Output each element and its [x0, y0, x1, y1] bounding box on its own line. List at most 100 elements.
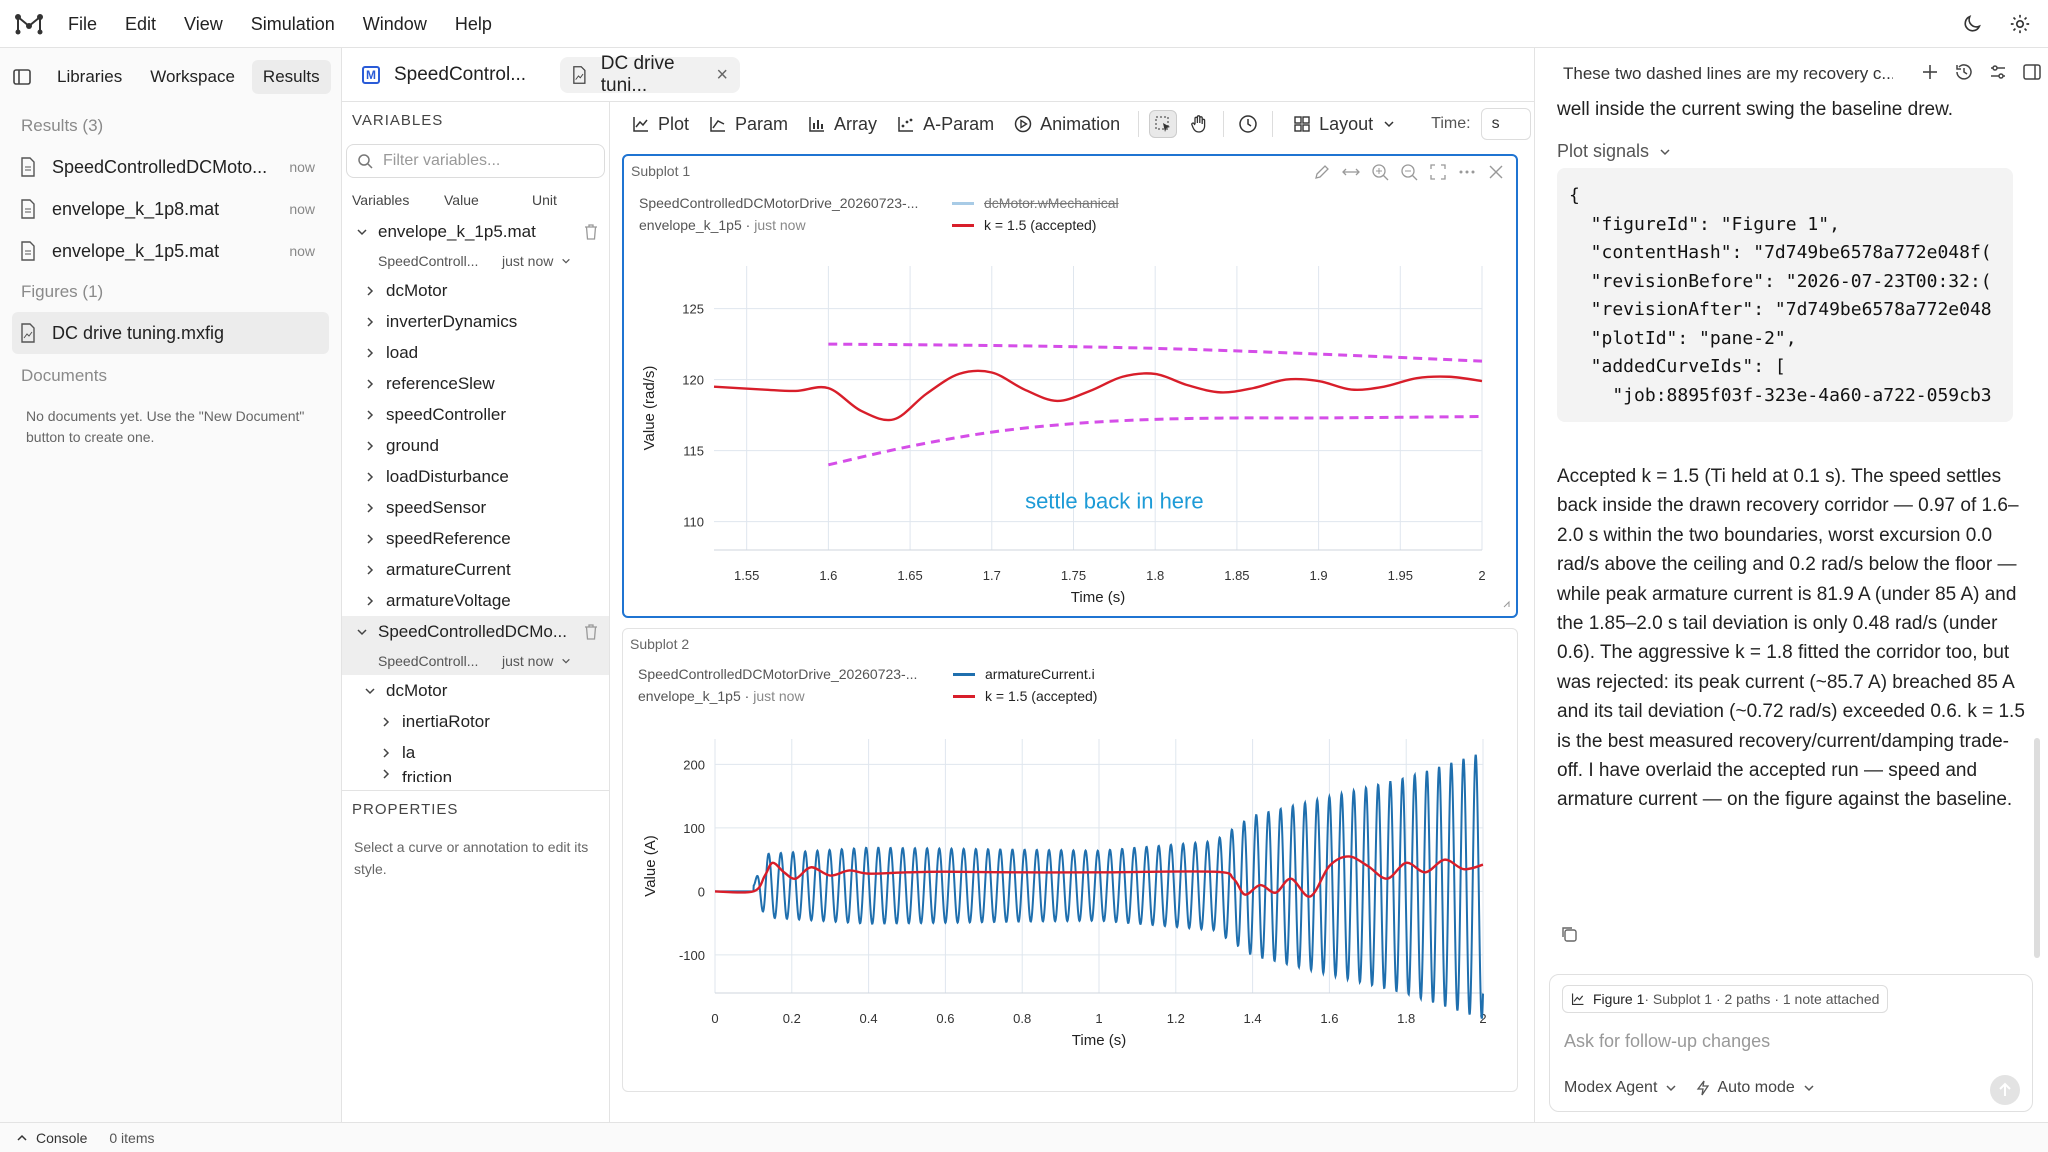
a-param-button[interactable]: A-Param [897, 114, 994, 135]
plot-signals-toggle[interactable]: Plot signals [1557, 137, 1671, 166]
variable-item[interactable]: dcMotor [342, 275, 609, 306]
boundary-line [828, 342, 1483, 363]
select-tool-icon[interactable] [1149, 110, 1178, 138]
result-group[interactable]: SpeedControlledDCMo... [342, 616, 609, 647]
menu-window[interactable]: Window [362, 13, 427, 34]
close-icon[interactable] [1486, 162, 1506, 182]
chevron-right-icon [367, 502, 374, 513]
layout-dropdown[interactable]: Layout [1293, 114, 1403, 135]
history-icon[interactable] [1954, 62, 1974, 82]
result-source-row[interactable]: SpeedControll... just now [342, 247, 609, 275]
x-tick-label: 1.2 [1167, 1011, 1185, 1026]
variable-item[interactable]: speedReference [342, 523, 609, 554]
tab-workspace[interactable]: Workspace [150, 67, 235, 86]
fullscreen-icon[interactable] [1428, 162, 1448, 182]
console-toggle[interactable]: Console [36, 1129, 88, 1146]
variable-item[interactable]: referenceSlew [342, 368, 609, 399]
mode-select[interactable]: Auto mode [1717, 1079, 1795, 1096]
more-icon[interactable] [1457, 162, 1477, 182]
context-chip[interactable]: Figure 1 · Subplot 1 · 2 paths · 1 note … [1562, 985, 1889, 1013]
chevron-up-icon[interactable] [16, 1132, 28, 1144]
chart-current[interactable]: 0 0.2 0.4 0.6 0.8 1 1.2 1.4 1.6 1.8 2 -100 0 100 200 Ti… [623, 629, 1517, 1091]
scrollbar[interactable] [2034, 738, 2040, 958]
result-ago: now [289, 243, 315, 259]
figure-item[interactable]: DC drive tuning.mxfig [12, 312, 329, 354]
result-name: SpeedControlledDCMoto... [52, 156, 268, 177]
animation-button[interactable]: Animation [1014, 114, 1120, 135]
menu-edit[interactable]: Edit [125, 13, 157, 34]
follow-up-input[interactable]: Ask for follow-up changes [1564, 1031, 1771, 1051]
legend-entry[interactable]: dcMotor.wMechanical [952, 192, 1119, 214]
chevron-down-icon [1666, 1085, 1676, 1092]
panel-toggle-icon[interactable] [2022, 62, 2042, 82]
result-item[interactable]: SpeedControlledDCMoto... now [0, 146, 341, 188]
chevron-right-icon [367, 285, 374, 296]
result-item[interactable]: envelope_k_1p8.mat now [0, 188, 341, 230]
send-button[interactable] [1990, 1075, 2020, 1105]
close-icon[interactable]: × [716, 63, 728, 86]
agent-select[interactable]: Modex Agent [1564, 1079, 1658, 1096]
trash-icon[interactable] [583, 223, 599, 241]
result-group[interactable]: envelope_k_1p5.mat [342, 216, 609, 247]
code-line: "figureId": "Figure 1", [1569, 213, 1840, 235]
trash-icon[interactable] [583, 623, 599, 641]
x-tick-label: 0.4 [860, 1011, 878, 1026]
variable-item[interactable]: speedSensor [342, 492, 609, 523]
array-button[interactable]: Array [808, 114, 877, 135]
copy-icon[interactable] [1559, 924, 1579, 944]
result-source-row[interactable]: SpeedControll... just now [342, 647, 609, 675]
variable-item[interactable]: speedController [342, 399, 609, 430]
time-input[interactable]: s [1480, 108, 1531, 140]
sliders-icon[interactable] [1988, 62, 2008, 82]
pan-hand-icon[interactable] [1185, 110, 1213, 138]
plot-button[interactable]: Plot [632, 114, 689, 135]
variable-item[interactable]: loadDisturbance [342, 461, 609, 492]
variable-item[interactable]: inertiaRotor [342, 706, 609, 737]
variable-item[interactable]: friction [342, 768, 609, 782]
subplot-2[interactable]: Subplot 2 SpeedControlledDCMotorDrive_20… [622, 628, 1518, 1092]
clock-icon[interactable] [1234, 110, 1262, 138]
gear-icon[interactable] [2006, 10, 2034, 38]
menu-file[interactable]: File [68, 13, 98, 34]
filter-input[interactable]: Filter variables... [346, 144, 605, 178]
subplot-1[interactable]: Subplot 1 SpeedControlledDCMotorDrive_20… [622, 154, 1518, 618]
x-tick-label: 1.85 [1224, 568, 1249, 583]
dark-mode-icon[interactable] [1958, 10, 1986, 38]
filter-placeholder: Filter variables... [383, 152, 501, 169]
menu-help[interactable]: Help [454, 13, 492, 34]
menu-simulation[interactable]: Simulation [250, 13, 335, 34]
variable-item[interactable]: armatureVoltage [342, 585, 609, 616]
zoom-in-icon[interactable] [1370, 162, 1390, 182]
sidebar-toggle-icon[interactable] [12, 67, 32, 87]
chart-speed[interactable]: 1.55 1.6 1.65 1.7 1.75 1.8 1.85 1.9 1.95 2 110 115 1… [624, 156, 1516, 616]
variable-item[interactable]: la [342, 737, 609, 768]
editor-tabs: M SpeedControl... DC drive tuni... × [342, 48, 1534, 102]
variable-item[interactable]: load [342, 337, 609, 368]
param-button[interactable]: Param [709, 114, 788, 135]
legend-entry[interactable]: armatureCurrent.i [953, 663, 1097, 685]
y-tick-label: 200 [683, 757, 705, 772]
menu-view[interactable]: View [184, 13, 223, 34]
plus-icon[interactable] [1920, 62, 1940, 82]
variable-item[interactable]: ground [342, 430, 609, 461]
tab-results[interactable]: Results [251, 60, 331, 94]
variable-item[interactable]: armatureCurrent [342, 554, 609, 585]
fit-width-icon[interactable] [1341, 162, 1361, 182]
col-variables: Variables [352, 192, 410, 208]
chevron-right-icon [367, 564, 374, 575]
edit-icon[interactable] [1312, 162, 1332, 182]
variable-item[interactable]: dcMotor [342, 675, 609, 706]
thread-title: These two dashed lines are my recovery c… [1563, 64, 1893, 83]
x-axis-label: Time (s) [1072, 1032, 1126, 1049]
chevron-right-icon [383, 747, 390, 758]
variable-item[interactable]: inverterDynamics [342, 306, 609, 337]
tab-figure[interactable]: DC drive tuni... × [560, 53, 740, 96]
result-item[interactable]: envelope_k_1p5.mat now [0, 230, 341, 272]
chevron-down-icon [1660, 148, 1670, 155]
legend-entry[interactable]: k = 1.5 (accepted) [953, 685, 1097, 707]
legend-entry[interactable]: k = 1.5 (accepted) [952, 214, 1119, 236]
zoom-out-icon[interactable] [1399, 162, 1419, 182]
tab-model[interactable]: M SpeedControl... [350, 57, 538, 93]
legend-label: armatureCurrent.i [985, 666, 1095, 682]
tab-libraries[interactable]: Libraries [57, 67, 123, 86]
